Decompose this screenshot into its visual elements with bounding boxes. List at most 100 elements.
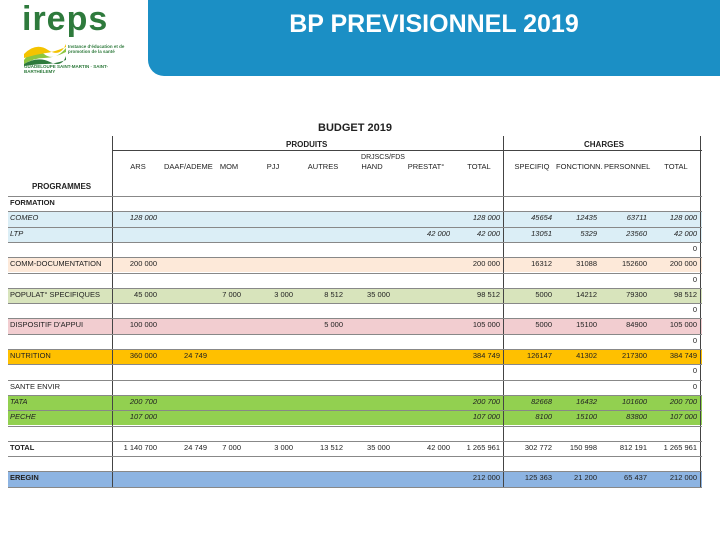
- table-row: 0: [8, 272, 702, 288]
- row-divider: [8, 318, 702, 320]
- row-divider: [8, 196, 702, 197]
- column-header: TOTAL: [467, 162, 491, 171]
- row-divider: [8, 303, 702, 305]
- row-divider: [8, 257, 702, 259]
- budget-title: BUDGET 2019: [318, 122, 392, 134]
- table-cell: 107 000: [669, 412, 697, 422]
- table-cell: 7 000: [222, 442, 241, 452]
- column-header: SPECIFIQ: [514, 162, 550, 171]
- table-row: 0: [8, 364, 702, 380]
- table-cell: 84900: [626, 320, 647, 330]
- table-cell: 384 749: [669, 351, 697, 360]
- table-cell: 200 700: [129, 396, 157, 406]
- table-cell: 5000: [535, 289, 552, 299]
- column-header: FONCTIONN.: [556, 162, 603, 171]
- row-divider: [8, 364, 702, 366]
- group-produits: PRODUITS: [286, 140, 328, 149]
- row-divider: [8, 471, 702, 473]
- logo-wordmark: ireps: [22, 0, 109, 38]
- table-cell: 42 000: [427, 442, 450, 452]
- table-cell: 5329: [580, 228, 597, 238]
- table-cell: 1 265 961: [663, 442, 697, 452]
- table-row: POPULAT° SPECIFIQUES 45 000 7 000 3 000 8 51…: [8, 287, 702, 304]
- row-divider: [8, 456, 702, 458]
- title-bar: BP PREVISIONNEL 2019: [148, 0, 720, 76]
- budget-table: BUDGET 2019 PRODUITS CHARGES DRJSCS/FDS …: [8, 114, 702, 488]
- header-divider: [112, 150, 702, 151]
- table-row: 0: [8, 303, 702, 319]
- table-cell: 302 772: [524, 442, 552, 452]
- table-cell: 14212: [576, 289, 597, 299]
- row-divider: [8, 241, 702, 243]
- row-divider: [8, 486, 702, 488]
- table-row: [8, 425, 702, 441]
- row-divider: [8, 287, 702, 289]
- group-charges: CHARGES: [584, 140, 625, 149]
- column-header: PERSONNEL: [604, 162, 651, 171]
- table-cell: 8100: [535, 412, 552, 422]
- table-row: PECHE 107 000 107 000 8100 15100 83800 107 000: [8, 410, 702, 426]
- table-cell: 15100: [576, 320, 597, 330]
- table-row: COMEO 128 000 128 000 45654 12435 63711 128 00…: [8, 211, 702, 227]
- col-sub-hand: DRJSCS/FDS: [361, 154, 405, 161]
- table-cell: 42 000: [477, 228, 500, 238]
- table-cell: 128 000: [472, 213, 500, 223]
- table-cell: 128 000: [669, 213, 697, 223]
- column-divider: [112, 136, 113, 487]
- table-cell: 200 000: [472, 259, 500, 269]
- row-label: SANTE ENVIR: [10, 381, 61, 391]
- table-cell: 12435: [576, 213, 597, 223]
- table-cell: 16312: [531, 259, 552, 269]
- row-label: PECHE: [10, 412, 36, 422]
- column-header: DAAF/ADEME: [164, 162, 213, 171]
- table-cell: 217300: [621, 351, 647, 360]
- table-cell: 45 000: [134, 289, 157, 299]
- page-title: BP PREVISIONNEL 2019: [289, 10, 579, 38]
- table-cell: 35 000: [367, 289, 390, 299]
- row-label: EREGIN: [10, 473, 39, 483]
- table-row: EREGIN 212 000 125 363 21 200 65 437 212 000: [8, 471, 702, 487]
- row-divider: [8, 379, 702, 381]
- table-cell: 24 749: [184, 442, 207, 452]
- table-cell: 100 000: [129, 320, 157, 330]
- table-cell: 21 200: [574, 473, 597, 483]
- table-cell: 13 512: [320, 442, 343, 452]
- table-cell: 0: [692, 274, 697, 284]
- row-divider: [8, 425, 702, 427]
- table-cell: 0: [692, 381, 697, 391]
- row-label: DISPOSITIF D'APPUI: [10, 320, 84, 330]
- table-cell: 1 265 961: [466, 442, 500, 452]
- column-header: PRESTAT°: [407, 162, 445, 171]
- table-cell: 105 000: [472, 320, 500, 330]
- table-row: SANTE ENVIR 0: [8, 379, 702, 395]
- row-divider: [8, 226, 702, 228]
- row-label: TOTAL: [10, 442, 35, 452]
- row-label: COMEO: [10, 213, 39, 223]
- table-row: [8, 456, 702, 472]
- table-cell: 0: [692, 366, 697, 376]
- table-cell: 13051: [531, 228, 552, 238]
- table-cell: 98 512: [477, 289, 500, 299]
- col-programmes: PROGRAMMES: [32, 182, 92, 191]
- row-label: POPULAT° SPECIFIQUES: [10, 289, 100, 299]
- header: ireps Instance d'éducation et de promoti…: [0, 0, 720, 78]
- row-divider: [8, 440, 702, 442]
- table-cell: 5 000: [324, 320, 343, 330]
- column-header: HAND: [361, 162, 383, 171]
- column-header: ARS: [130, 162, 146, 171]
- row-divider: [8, 349, 702, 350]
- table-cell: 35 000: [367, 442, 390, 452]
- table-cell: 360 000: [129, 351, 157, 360]
- column-divider: [700, 136, 701, 487]
- logo-wave-icon: [24, 44, 66, 66]
- table-cell: 31088: [576, 259, 597, 269]
- table-cell: 200 000: [129, 259, 157, 269]
- logo: ireps Instance d'éducation et de promoti…: [0, 0, 150, 78]
- logo-place: GUADELOUPE SAINT-MARTIN · SAINT-BARTHÉLE…: [24, 64, 108, 74]
- row-divider: [8, 272, 702, 274]
- table-cell: 23560: [626, 228, 647, 238]
- table-row: TATA 200 700 200 700 82668 16432 101600 200 70…: [8, 394, 702, 411]
- table-cell: 65 437: [624, 473, 647, 483]
- table-cell: 812 191: [619, 442, 647, 452]
- table-cell: 101600: [621, 396, 647, 406]
